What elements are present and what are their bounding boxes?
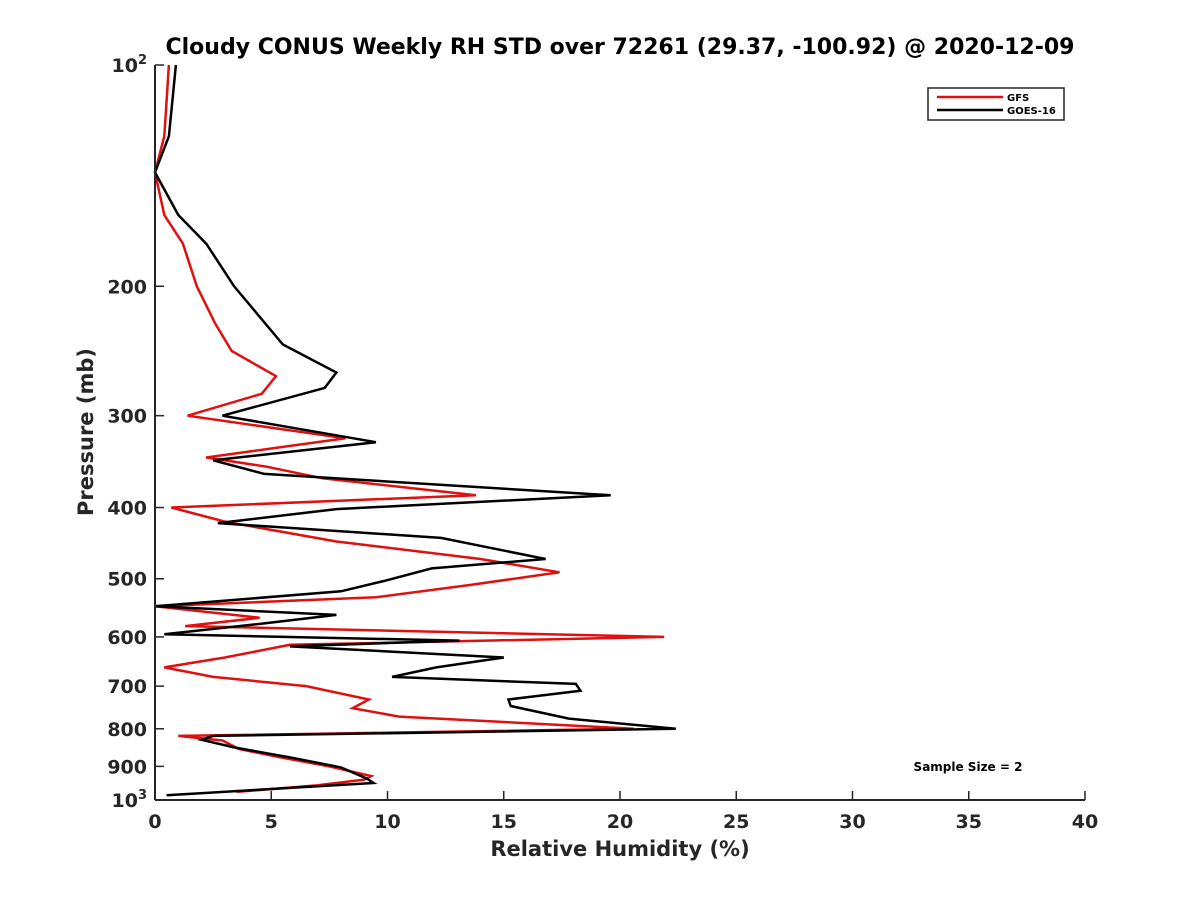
- x-tick-label: 20: [607, 811, 633, 833]
- x-tick-label: 0: [148, 811, 161, 833]
- x-tick-label: 10: [374, 811, 400, 833]
- y-axis-label: Pressure (mb): [74, 348, 98, 516]
- x-tick-label: 15: [491, 811, 517, 833]
- y-tick-label: 900: [107, 756, 147, 778]
- legend-box: [927, 87, 1065, 121]
- legend-label-goes16: GOES-16: [1007, 106, 1056, 117]
- x-tick-label: 40: [1072, 811, 1098, 833]
- legend-label-gfs: GFS: [1007, 93, 1029, 104]
- y-tick-label: 103: [112, 788, 148, 812]
- y-tick-label: 300: [107, 406, 147, 428]
- legend: GFS GOES-16: [927, 87, 1065, 121]
- plot-area: [153, 64, 676, 797]
- x-tick-label: 35: [956, 811, 982, 833]
- x-axis-label: Relative Humidity (%): [490, 837, 749, 861]
- sample-size-annotation: Sample Size = 2: [914, 760, 1023, 774]
- series-line-goes16: [153, 64, 676, 797]
- y-tick-label: 700: [107, 676, 147, 698]
- y-axis-ticks: 102 200 300 400 500 600 700 800 900 103: [107, 53, 164, 812]
- y-tick-label: 400: [107, 498, 147, 520]
- y-tick-label: 200: [107, 276, 147, 298]
- y-tick-label: 800: [107, 719, 147, 741]
- series-line-gfs: [153, 64, 665, 794]
- x-tick-label: 5: [265, 811, 278, 833]
- chart-title: Cloudy CONUS Weekly RH STD over 72261 (2…: [166, 35, 1075, 60]
- x-tick-label: 30: [839, 811, 865, 833]
- y-tick-label: 600: [107, 627, 147, 649]
- y-tick-label: 102: [112, 53, 148, 77]
- x-axis-ticks: 0 5 10 15 20 25 30 35 40: [148, 791, 1098, 833]
- y-tick-label: 500: [107, 569, 147, 591]
- x-tick-label: 25: [723, 811, 749, 833]
